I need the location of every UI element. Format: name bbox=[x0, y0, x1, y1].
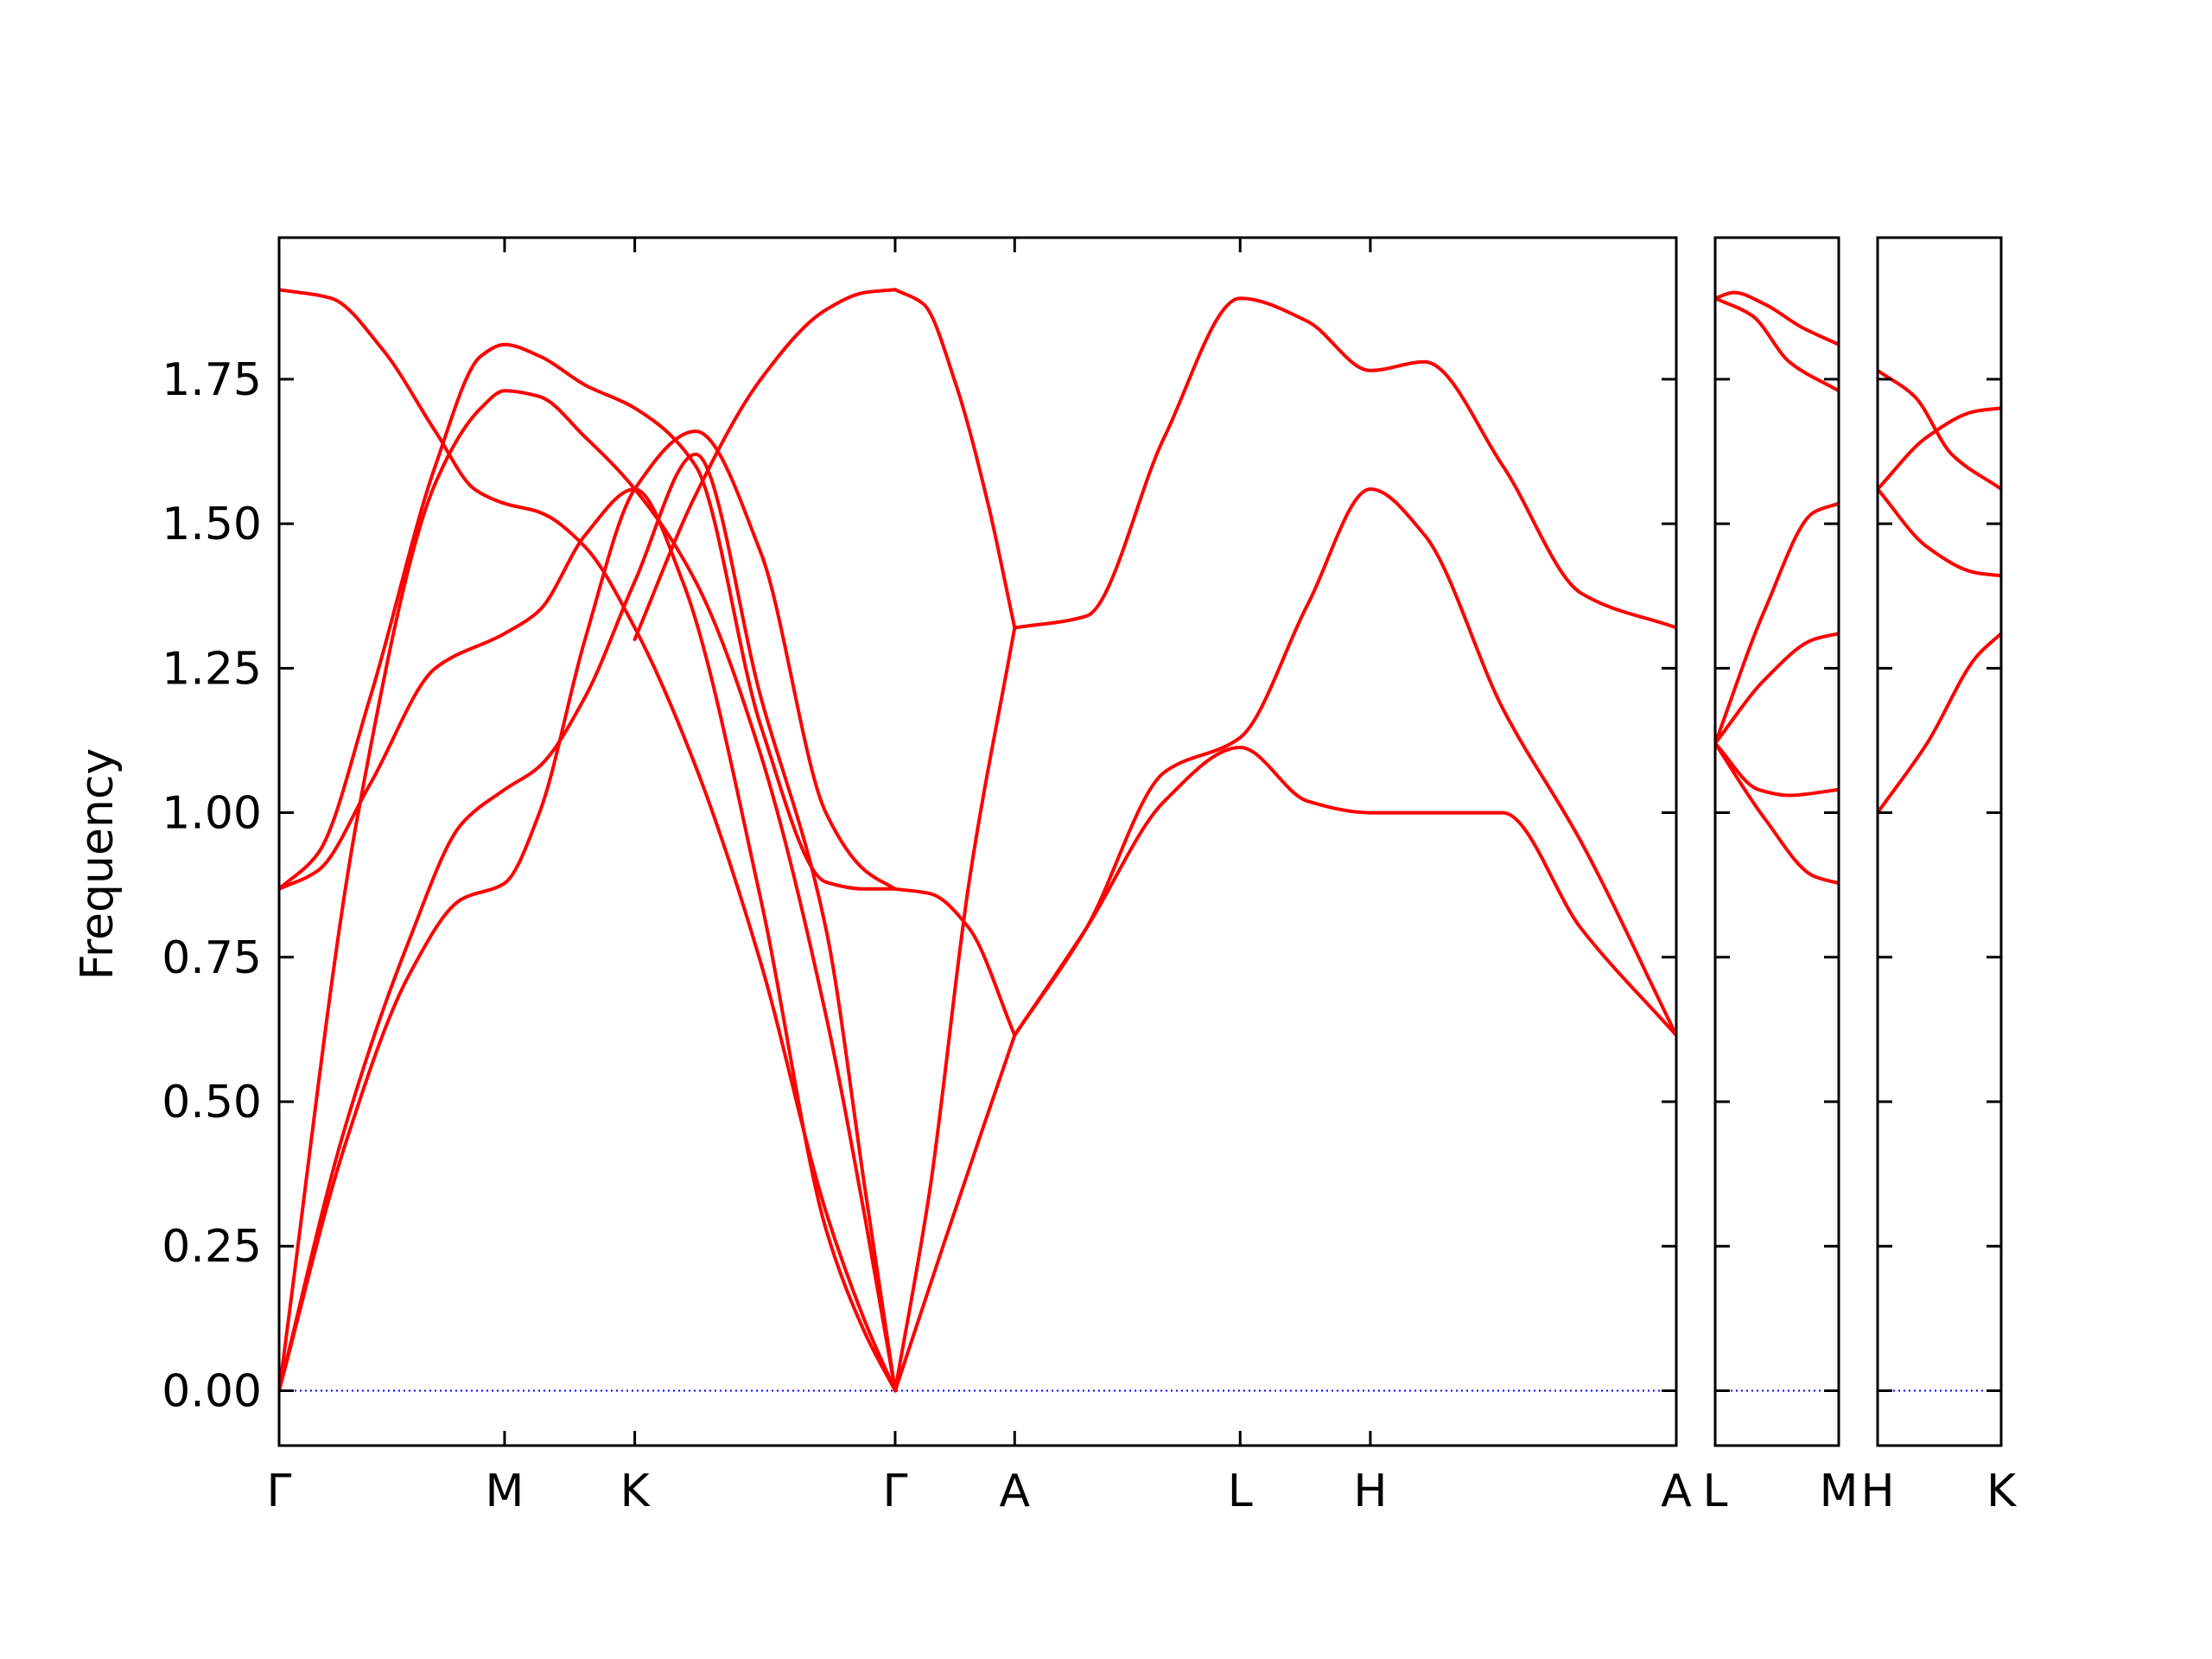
band-5-line bbox=[279, 487, 897, 1393]
band-lines bbox=[1878, 368, 2001, 815]
x-tick-label-m: M bbox=[486, 1465, 524, 1517]
band-lines bbox=[279, 288, 1676, 1393]
y-tick-label: 1.75 bbox=[162, 354, 262, 406]
band-3-line bbox=[1878, 487, 2001, 578]
band-13-line bbox=[1013, 487, 1676, 1038]
band-12-line bbox=[1013, 296, 1676, 630]
axes-frame bbox=[1713, 236, 1840, 1447]
y-tick-label: 0.75 bbox=[162, 932, 262, 984]
band-4-line bbox=[1715, 632, 1839, 746]
x-tick-label-a: A bbox=[1000, 1465, 1031, 1517]
y-tick-label: 1.25 bbox=[162, 643, 262, 695]
x-tick-label-γ: Γ bbox=[882, 1465, 907, 1517]
band-1-line bbox=[1878, 368, 2001, 491]
y-tick-label: 0.25 bbox=[162, 1221, 262, 1273]
band-9-line bbox=[893, 626, 1017, 1393]
band-5-line bbox=[1715, 741, 1839, 798]
band-6-line bbox=[279, 288, 897, 1393]
x-tick-label-a: A bbox=[1661, 1465, 1692, 1517]
band-1-line bbox=[1715, 290, 1839, 346]
band-4-line bbox=[1878, 632, 2001, 815]
band-3-line bbox=[1715, 501, 1839, 746]
x-tick-label-l: L bbox=[1703, 1465, 1728, 1517]
band-2-line bbox=[1715, 296, 1839, 393]
axes-frame bbox=[277, 236, 1678, 1447]
x-tick-label-γ: Γ bbox=[267, 1465, 292, 1517]
band-1-line bbox=[279, 429, 897, 1393]
x-tick-label-h: H bbox=[1860, 1465, 1894, 1517]
axes-frame bbox=[1876, 236, 2003, 1447]
x-tick-label-k: K bbox=[620, 1465, 652, 1517]
band-7-line bbox=[632, 288, 897, 641]
y-tick-label: 1.00 bbox=[162, 788, 262, 840]
band-11-line bbox=[893, 1033, 1017, 1393]
y-axis-label: Frequency bbox=[72, 748, 124, 981]
band-3-line bbox=[279, 389, 897, 1393]
x-tick-label-h: H bbox=[1353, 1465, 1387, 1517]
y-tick-label: 0.50 bbox=[162, 1077, 262, 1128]
y-tick-label: 1.50 bbox=[162, 499, 262, 550]
band-lines bbox=[1715, 290, 1839, 886]
x-tick-label-l: L bbox=[1228, 1465, 1253, 1517]
band-8-line bbox=[893, 288, 1017, 630]
x-tick-label-k: K bbox=[1986, 1465, 2018, 1517]
band-14-line bbox=[1013, 746, 1676, 1038]
band-4-line bbox=[279, 342, 897, 891]
y-axis-tick-labels: 0.00 0.25 0.50 0.75 1.00 1.25 1.50 1.75 bbox=[162, 354, 262, 1418]
x-tick-label-m: M bbox=[1820, 1465, 1859, 1517]
y-tick-label: 0.00 bbox=[162, 1365, 262, 1417]
band-10-line bbox=[893, 887, 1017, 1038]
band-6-line bbox=[1715, 741, 1839, 886]
band-2-line bbox=[1878, 406, 2001, 491]
